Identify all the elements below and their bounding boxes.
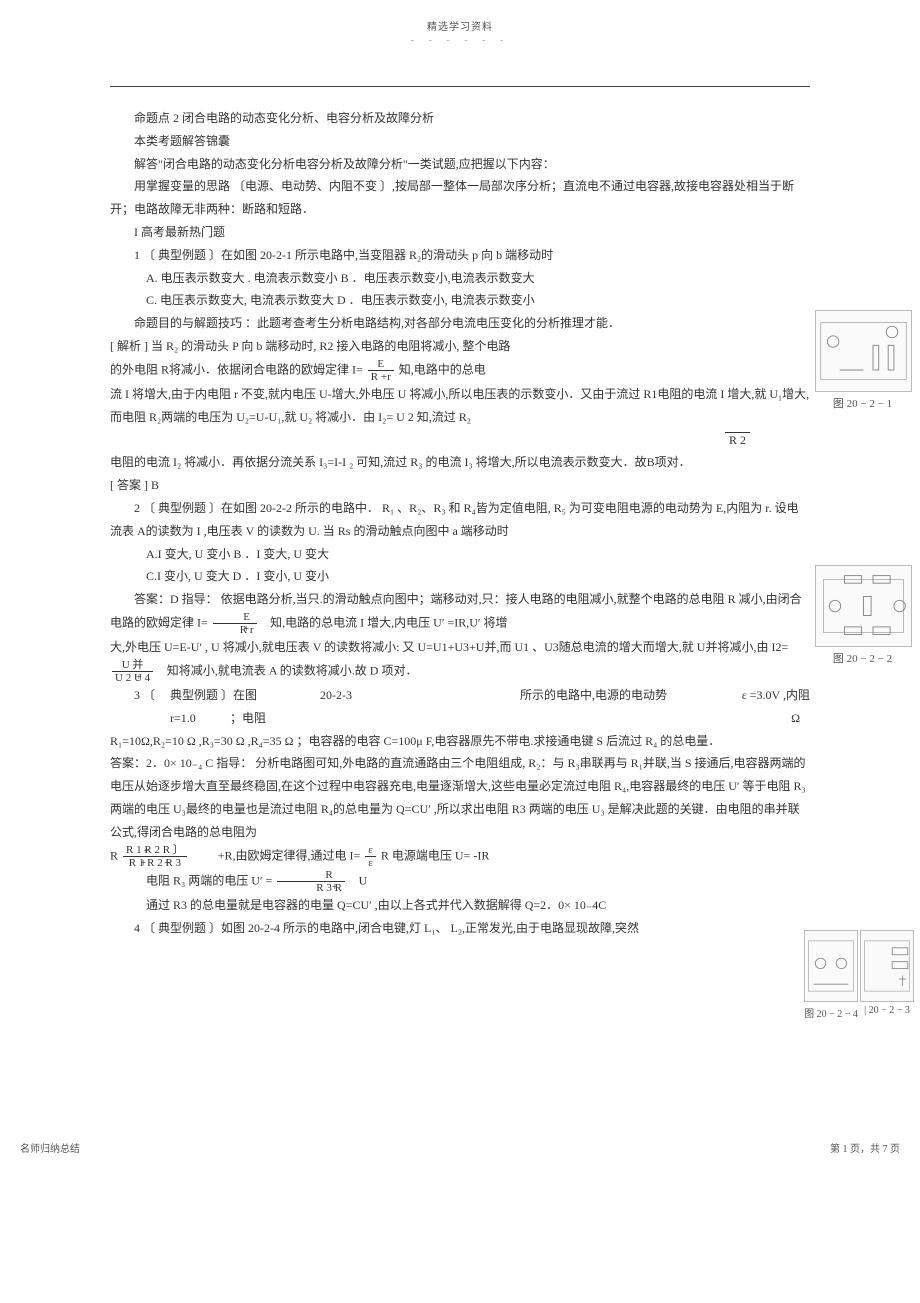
q3-mid-d: ε =3.0V ,内阻 (742, 684, 810, 707)
q3-R-pre: R (110, 848, 121, 862)
q3-R-tail: R 电源端电压 U= (381, 848, 473, 862)
q3-R-plus2: + (140, 858, 146, 869)
q2-option-cd: C.I 变小, U 变大 D ．I 变小, U 变小 (110, 565, 810, 588)
q1-parse-b: 的外电阻 R将减小．依据闭合电路的欧姆定律 I= (110, 362, 366, 376)
q1-option-ab: A. 电压表示数变大 . 电流表示数变小 B ．电压表示数变小,电流表示数变大 (110, 267, 810, 290)
q2-intro: 2 〔 典型例题 〕在如图 20-2-2 所示的电路中． R₁ 、R₂、R₃ 和… (110, 497, 810, 543)
q2-line2-pre: 大,外电压 U=E-U′ , U 将减小,就电压表 V 的读数将减小: 又 U=… (110, 640, 788, 654)
q1-parse-b-tail: 知,电路中的总电 (399, 362, 486, 376)
figure-20-2-2: 图 20 − 2 − 2 (815, 565, 910, 666)
figure-20-2-1-box (815, 310, 912, 392)
q1-note: 命题目的与解题技巧 ：此题考查考生分析电路结构,对各部分电流电压变化的分析推理才… (110, 312, 810, 335)
q2-frac2-plus: + (136, 672, 142, 683)
q3-r2-line: R₁=10Ω,R₂=10 Ω ,R₃=30 Ω ,R₄=35 Ω ；电容器的电容… (110, 730, 810, 753)
q4-line: 4 〔 典型例题 〕如图 20-2-4 所示的电路中,闭合电键,灯 L₁、 L₂… (110, 917, 810, 940)
q1-r2: R 2 (725, 432, 750, 447)
q2-option-ab: A.I 变大, U 变小 B ．I 变大, U 变大 (110, 543, 810, 566)
figure-20-2-2-box (815, 565, 912, 647)
q1-intro: 1 〔 典型例题 〕在如图 20-2-1 所示电路中,当变阻器 R₂的滑动头 p… (110, 244, 810, 267)
footer-left: 名师归纳总结 (20, 1140, 80, 1155)
q3-R-plus1: + (144, 846, 150, 857)
q2-frac2-num: U 并 (112, 659, 153, 672)
q3-u-line: 电阻 R₃ 两端的电压 U′ = R R 3 R + U (110, 869, 810, 894)
q2-ans-tail: 知,电路的总电流 I 增大,内电压 U′ =IR,U′ 将增 (270, 615, 507, 629)
q1-answer: [ 答案 ] B (110, 474, 810, 497)
q3-r-row: r=1.0 ；电阻 Ω (110, 707, 810, 730)
q2-frac-num: E (213, 611, 257, 624)
circuit-icon-4 (861, 931, 913, 1001)
figure-20-2-3-caption: | 20 − 2 − 3 (860, 1005, 914, 1020)
q3-intro-row: 3 〔 典型例题 〕在图 20-2-3 所示的电路中,电源的电动势 ε =3.0… (110, 684, 810, 707)
q2-frac2-den: U 2 U 4 (112, 672, 153, 684)
q3-R-plus3: + (164, 858, 170, 869)
top-rule (110, 86, 810, 87)
q3-u-pre: 电阻 R₃ 两端的电压 U′ = (146, 873, 275, 887)
heading-I: I 高考最新热门题 (110, 221, 810, 244)
q2-frac-plus: + (244, 624, 250, 635)
page-footer: 名师归纳总结 第 1 页，共 7 页 (0, 1140, 920, 1165)
q3-R-num-text: R 1 R 2 R 〕 (126, 844, 184, 856)
q3-I-bot: ε (365, 857, 376, 869)
q2-frac2-den-text: U 2 U 4 (115, 672, 150, 684)
footer-right: 第 1 页，共 7 页 (830, 1140, 900, 1155)
subtitle-2: 解答"闭合电路的动态变化分析电容分析及故障分析"一类试题,应把握以下内容： (110, 153, 810, 176)
page: 精选学习资料 - - - - - - 图 20 − 2 − 1 (0, 0, 920, 980)
q3-u-den-text: R 3 R (316, 882, 342, 894)
q3-formula-R: R R 1 R 2 R 〕 R 1 R 2 R 3 + + + +R,由欧姆定律… (110, 844, 810, 869)
q3-u-num: R (277, 869, 345, 882)
q3-R-mid: +R,由欧姆定律得,通过电 I= (218, 848, 364, 862)
q3-I-top: ε (365, 844, 376, 857)
figure-20-2-2-caption: 图 20 − 2 − 2 (815, 650, 910, 666)
q3-R-den-text: R 1 R 2 R 3 (129, 857, 181, 869)
q3-mid-c: 所示的电路中,电源的电动势 (520, 684, 742, 707)
q1-parse-a: [ 解析 ] 当 R₂ 的滑动头 P 向 b 端移动时, R2 接入电路的电阻将… (110, 335, 810, 358)
q3-u-plus: + (332, 882, 338, 893)
q2-line2-tail: 知将减小,就电流表 A 的读数将减小.故 D 项对． (167, 663, 418, 677)
q3-r-a: r=1.0 (110, 707, 230, 730)
title-line: 命题点 2 闭合电路的动态变化分析、电容分析及故障分析 (110, 107, 810, 130)
q3-r-om: Ω (530, 707, 810, 730)
subtitle-1: 本类考题解答锦囊 (110, 130, 810, 153)
q1-frac-den: R +r (368, 371, 394, 383)
q3-q-line: 通过 R3 的总电量就是电容器的电量 Q=CU′ ,由以上各式并代入数据解得 Q… (110, 894, 810, 917)
q1-frac-num: E (368, 358, 394, 371)
q2-frac-den: R r (213, 624, 257, 636)
q1-parse-b-line: 的外电阻 R将减小．依据闭合电路的欧姆定律 I= E R +r 知,电路中的总电 (110, 358, 810, 383)
figure-20-2-4-box (804, 930, 858, 1002)
q3-pre: 3 〔 (110, 684, 170, 707)
q1-r2-divider: R 2 (110, 429, 810, 452)
q1-option-cd: C. 电压表示数变大, 电流表示数变大 D ．电压表示数变小, 电流表示数变小 (110, 289, 810, 312)
figure-20-2-1-caption: 图 20 − 2 − 1 (815, 395, 910, 411)
q3-R-den: R 1 R 2 R 3 (123, 857, 187, 869)
q2-answer-line: 答案：D 指导： 依据电路分析,当只.的滑动触点向图中；端移动对,只：接人电路的… (110, 588, 810, 636)
q3-I-frac: ε ε (365, 844, 376, 869)
header-dots: - - - - - - (110, 35, 810, 46)
q2-fraction: E R r (213, 611, 257, 636)
figure-20-2-4-caption: 图 20 − 2 − 4 (804, 1005, 858, 1020)
q1-parse-c: 流 I 将增大,由于内电阻 r 不变,就内电压 U-增大,外电压 U 将减小,所… (110, 383, 810, 429)
figure-20-2-3-box (860, 930, 914, 1002)
q1-fraction: E R +r (368, 358, 394, 383)
q2-fraction-2: U 并 U 2 U 4 (112, 659, 153, 684)
q3-R-num: R 1 R 2 R 〕 (123, 844, 187, 857)
q3-R-frac: R 1 R 2 R 〕 R 1 R 2 R 3 (123, 844, 187, 869)
subtitle-3: 用掌握变量的思路 〔电源、电动势、内阻不变 〕,按局部一整体一局部次序分析；直流… (110, 175, 810, 221)
q3-answer: 答案：2．0× 10₋₄ C 指导： 分析电路图可知,外电路的直流通路由三个电阻… (110, 752, 810, 843)
circuit-icon-2 (816, 566, 911, 646)
circuit-icon (816, 311, 911, 391)
q3-mid-a: 典型例题 〕在图 (170, 684, 320, 707)
top-header: 精选学习资料 (110, 18, 810, 33)
q3-mid-b: 20-2-3 (320, 684, 520, 707)
q1-parse-d: 电阻的电流 I₂ 将减小．再依据分流关系 I₃=I-I ₂ 可知,流过 R₃ 的… (110, 451, 810, 474)
q3-r-b: ；电阻 (230, 707, 530, 730)
q2-line2: 大,外电压 U=E-U′ , U 将减小,就电压表 V 的读数将减小: 又 U=… (110, 636, 810, 684)
figure-20-2-3-4: 图 20 − 2 − 4 | 20 − 2 − 3 (804, 930, 914, 1020)
circuit-icon-3 (805, 931, 857, 1001)
q3-R-tail2: -IR (473, 848, 489, 862)
q3-u-tail: U (359, 873, 368, 887)
figure-20-2-1: 图 20 − 2 − 1 (815, 310, 910, 411)
